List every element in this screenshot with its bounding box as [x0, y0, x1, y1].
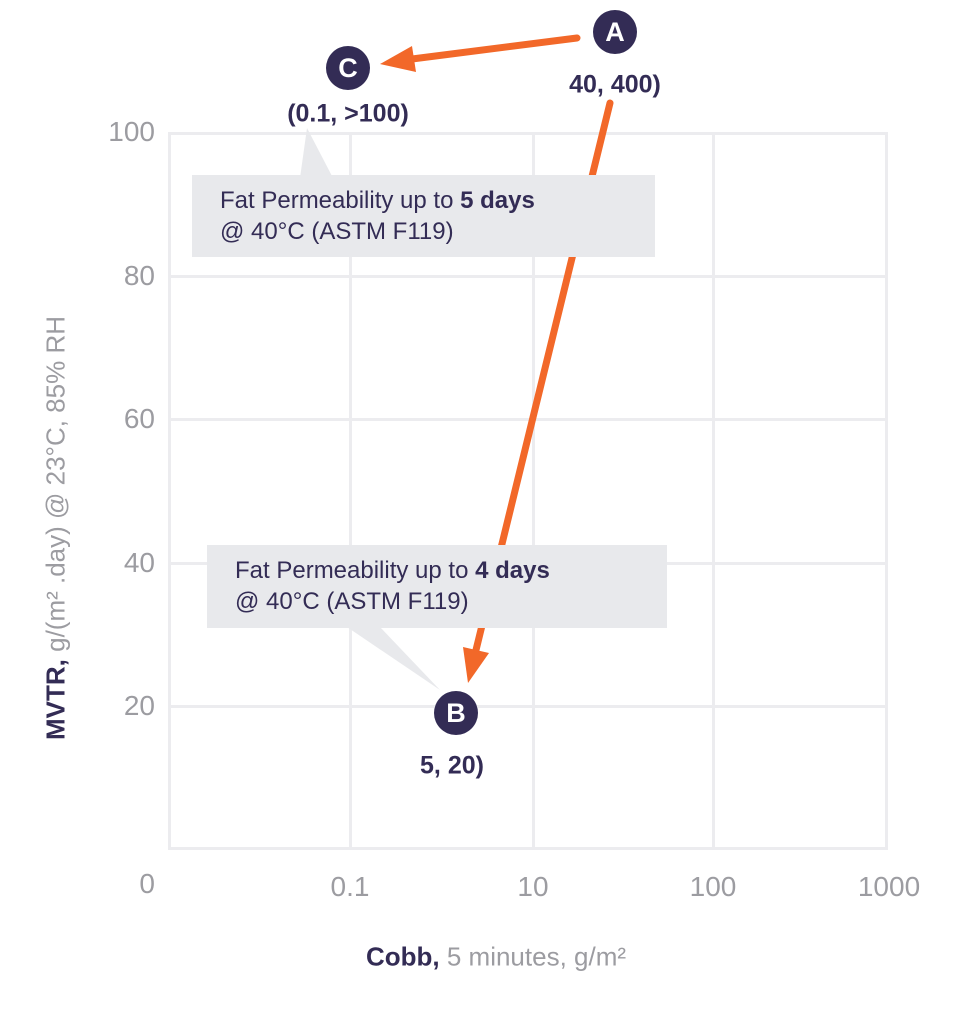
x-axis-title-bold: Cobb, [365, 941, 440, 972]
callout-1-bold: 5 days [460, 187, 535, 214]
gridline-v-100 [711, 132, 715, 850]
callout-2-text: Fat Permeability up to [235, 557, 476, 584]
callout-1-text: Fat Permeability up to [220, 187, 461, 214]
callout-1-line2: @ 40°C (ASTM F119) [220, 218, 454, 245]
y-tick-20: 20 [123, 690, 155, 721]
x-tick-1000: 1000 [857, 871, 921, 902]
arrow-a-to-c-head [380, 46, 416, 72]
y-tick-80: 80 [123, 260, 155, 291]
callout-2-line2: @ 40°C (ASTM F119) [235, 588, 469, 615]
y-tick-40: 40 [123, 547, 155, 578]
callout-fat-permeability-5-days: Fat Permeability up to 5 days @ 40°C (AS… [192, 175, 655, 257]
y-tick-60: 60 [123, 403, 155, 434]
x-tick-100: 100 [689, 871, 737, 902]
y-axis-title: MVTR, g/(m² .day) @ 23°C, 85% RH [41, 316, 72, 740]
x-axis-title: Cobb, 5 minutes, g/m² [366, 942, 626, 973]
x-axis-title-rest: 5 minutes, g/m² [439, 941, 627, 972]
y-axis-title-rest: g/(m² .day) @ 23°C, 85% RH [40, 316, 71, 660]
point-a-marker: A [593, 10, 637, 54]
point-a-label: 40, 400) [569, 70, 661, 99]
gridline-v-0p1 [348, 132, 352, 850]
gridline-h-60 [168, 417, 888, 421]
x-tick-0p1: 0.1 [330, 871, 370, 902]
arrow-a-to-c [380, 34, 581, 72]
point-c-marker: C [326, 46, 370, 90]
callout-2-bold: 4 days [475, 557, 550, 584]
gridline-h-20 [168, 704, 888, 708]
y-tick-100: 100 [108, 116, 155, 147]
callout-fat-permeability-4-days: Fat Permeability up to 4 days @ 40°C (AS… [207, 545, 667, 628]
point-b-marker: B [434, 691, 478, 735]
point-c-label: (0.1, >100) [287, 99, 409, 128]
x-tick-10: 10 [517, 871, 549, 902]
origin-tick-0: 0 [139, 868, 155, 899]
gridline-h-80 [168, 274, 888, 278]
point-b-label: 5, 20) [420, 751, 484, 780]
y-axis-title-bold: MVTR, [40, 659, 71, 740]
